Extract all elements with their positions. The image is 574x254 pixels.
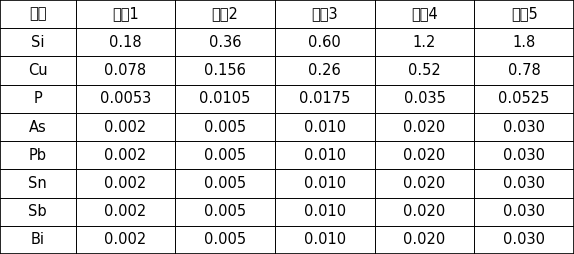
Text: 0.002: 0.002 [104, 204, 146, 219]
Text: 0.020: 0.020 [404, 119, 445, 135]
Text: 标准5: 标准5 [511, 7, 537, 22]
Text: 0.005: 0.005 [204, 176, 246, 191]
Text: 0.52: 0.52 [408, 63, 441, 78]
Text: 0.26: 0.26 [308, 63, 341, 78]
Text: 0.002: 0.002 [104, 148, 146, 163]
Text: 0.030: 0.030 [503, 232, 545, 247]
Text: 0.030: 0.030 [503, 148, 545, 163]
Text: 0.36: 0.36 [209, 35, 241, 50]
Text: 0.0175: 0.0175 [299, 91, 351, 106]
Text: P: P [33, 91, 42, 106]
Text: 0.078: 0.078 [104, 63, 146, 78]
Text: 0.030: 0.030 [503, 176, 545, 191]
Text: 标准1: 标准1 [112, 7, 139, 22]
Text: Cu: Cu [28, 63, 48, 78]
Text: 标准3: 标准3 [312, 7, 338, 22]
Text: 0.0525: 0.0525 [498, 91, 550, 106]
Text: 0.005: 0.005 [204, 232, 246, 247]
Text: 0.005: 0.005 [204, 148, 246, 163]
Text: 0.0053: 0.0053 [100, 91, 151, 106]
Text: 0.030: 0.030 [503, 119, 545, 135]
Text: Si: Si [31, 35, 45, 50]
Text: 元素: 元素 [29, 7, 46, 22]
Text: 0.156: 0.156 [204, 63, 246, 78]
Text: 0.020: 0.020 [404, 204, 445, 219]
Text: Pb: Pb [29, 148, 46, 163]
Text: 0.035: 0.035 [404, 91, 445, 106]
Text: 1.2: 1.2 [413, 35, 436, 50]
Text: 0.020: 0.020 [404, 176, 445, 191]
Text: 0.78: 0.78 [508, 63, 541, 78]
Text: 0.010: 0.010 [304, 232, 346, 247]
Text: 0.020: 0.020 [404, 232, 445, 247]
Text: As: As [29, 119, 46, 135]
Text: 1.8: 1.8 [513, 35, 536, 50]
Text: 0.005: 0.005 [204, 204, 246, 219]
Text: 0.030: 0.030 [503, 204, 545, 219]
Text: 0.005: 0.005 [204, 119, 246, 135]
Text: 0.002: 0.002 [104, 176, 146, 191]
Text: 0.002: 0.002 [104, 119, 146, 135]
Text: Sb: Sb [29, 204, 47, 219]
Text: Bi: Bi [31, 232, 45, 247]
Text: 0.010: 0.010 [304, 119, 346, 135]
Text: 0.002: 0.002 [104, 232, 146, 247]
Text: 0.010: 0.010 [304, 148, 346, 163]
Text: 0.60: 0.60 [308, 35, 341, 50]
Text: 0.18: 0.18 [109, 35, 142, 50]
Text: 标准2: 标准2 [212, 7, 239, 22]
Text: 0.010: 0.010 [304, 204, 346, 219]
Text: Sn: Sn [28, 176, 47, 191]
Text: 0.010: 0.010 [304, 176, 346, 191]
Text: 0.0105: 0.0105 [199, 91, 251, 106]
Text: 0.020: 0.020 [404, 148, 445, 163]
Text: 标准4: 标准4 [411, 7, 438, 22]
